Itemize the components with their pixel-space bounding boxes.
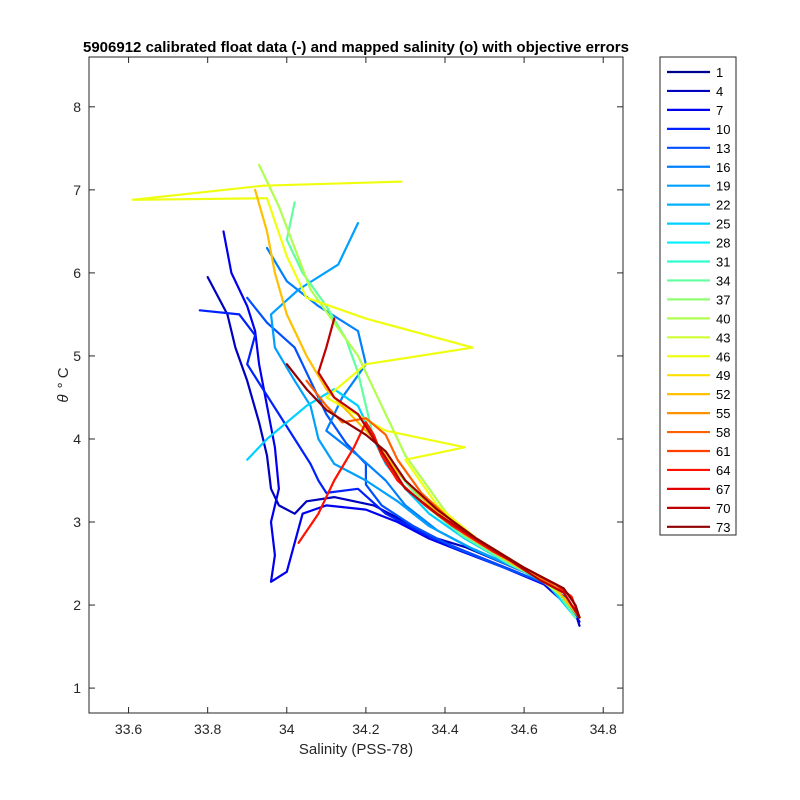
legend-item: 46	[667, 349, 730, 364]
y-tick-label: 7	[73, 182, 81, 198]
y-tick-label: 4	[73, 431, 81, 447]
legend-item: 55	[667, 406, 730, 421]
y-tick-label: 8	[73, 99, 81, 115]
y-axis-unit: ° C	[55, 367, 72, 388]
x-tick-label: 34.8	[590, 721, 617, 737]
chart-title: 5906912 calibrated float data (-) and ma…	[83, 39, 629, 56]
legend-label: 37	[716, 292, 730, 307]
legend-item: 22	[667, 198, 730, 213]
x-ticks: 33.6 33.8 34 34.2 34.4 34.6 34.8	[115, 57, 617, 737]
legend-item: 19	[667, 179, 730, 194]
legend-item: 28	[667, 236, 730, 251]
legend-item: 7	[667, 103, 723, 118]
x-axis-label: Salinity (PSS-78)	[299, 741, 413, 758]
legend-label: 28	[716, 236, 730, 251]
y-tick-label: 2	[73, 597, 81, 613]
legend-label: 55	[716, 406, 730, 421]
legend-box	[659, 56, 737, 536]
x-tick-label: 34	[279, 721, 295, 737]
legend-item: 37	[667, 292, 730, 307]
legend-label: 19	[716, 179, 730, 194]
legend-label: 4	[716, 84, 723, 99]
series-line-5	[269, 222, 577, 619]
legend-label: 34	[716, 273, 730, 288]
legend-item: 1	[667, 65, 723, 80]
legend-label: 16	[716, 160, 730, 175]
legend-item: 49	[667, 368, 730, 383]
legend-item: 73	[667, 520, 730, 535]
x-tick-label: 33.6	[115, 721, 142, 737]
legend-item: 25	[667, 217, 730, 232]
y-tick-label: 6	[73, 265, 81, 281]
plot-background	[89, 57, 623, 713]
legend-label: 1	[716, 65, 723, 80]
legend-label: 31	[716, 255, 730, 270]
legend-label: 10	[716, 122, 730, 137]
legend-item: 52	[667, 387, 730, 402]
legend-label: 58	[716, 425, 730, 440]
legend-item: 4	[667, 84, 723, 99]
legend-label: 43	[716, 330, 730, 345]
legend-item: 58	[667, 425, 730, 440]
legend-item: 31	[667, 255, 730, 270]
y-tick-label: 5	[73, 348, 81, 364]
y-tick-label: 3	[73, 514, 81, 530]
legend-label: 73	[716, 520, 730, 535]
y-axis-symbol: θ	[55, 394, 72, 402]
legend-label: 67	[716, 482, 730, 497]
x-tick-label: 34.6	[510, 721, 537, 737]
legend-label: 61	[716, 444, 730, 459]
legend-label: 52	[716, 387, 730, 402]
legend-label: 40	[716, 311, 730, 326]
series-line-13	[317, 317, 581, 619]
legend-label: 22	[716, 198, 730, 213]
legend-item: 34	[667, 273, 730, 288]
legend-item: 64	[667, 463, 730, 478]
legend-label: 7	[716, 103, 723, 118]
legend-label: 70	[716, 501, 730, 516]
legend-item: 61	[667, 444, 730, 459]
y-tick-label: 1	[73, 680, 81, 696]
series-line-3	[246, 296, 577, 615]
series-layer	[131, 163, 581, 627]
y-axis-label: θ ° C	[55, 367, 72, 402]
x-tick-label: 34.2	[352, 721, 379, 737]
legend-label: 13	[716, 141, 730, 156]
plot-frame	[88, 56, 624, 714]
legend-label: 64	[716, 463, 730, 478]
legend-item: 70	[667, 501, 730, 516]
legend-item: 10	[667, 122, 730, 137]
legend-label: 25	[716, 217, 730, 232]
x-tick-label: 34.4	[431, 721, 458, 737]
x-tick-label: 33.8	[194, 721, 221, 737]
series-line-14	[285, 363, 581, 619]
legend-item: 40	[667, 311, 730, 326]
legend-items: 1 4 7 10 13 16 19 22 25 28 31 34 37 40 43 46 49 52 55 58 61 6…	[667, 65, 730, 535]
legend-label: 46	[716, 349, 730, 364]
legend-item: 16	[667, 160, 730, 175]
legend-label: 49	[716, 368, 730, 383]
series-line-10	[254, 188, 581, 619]
legend-item: 13	[667, 141, 730, 156]
legend: 1 4 7 10 13 16 19 22 25 28 31 34 37 40 43 46 49 52 55 58 61 6…	[659, 56, 737, 536]
legend-item: 67	[667, 482, 730, 497]
y-ticks: 1 2 3 4 5 6 7 8	[73, 99, 623, 696]
legend-item: 43	[667, 330, 730, 345]
